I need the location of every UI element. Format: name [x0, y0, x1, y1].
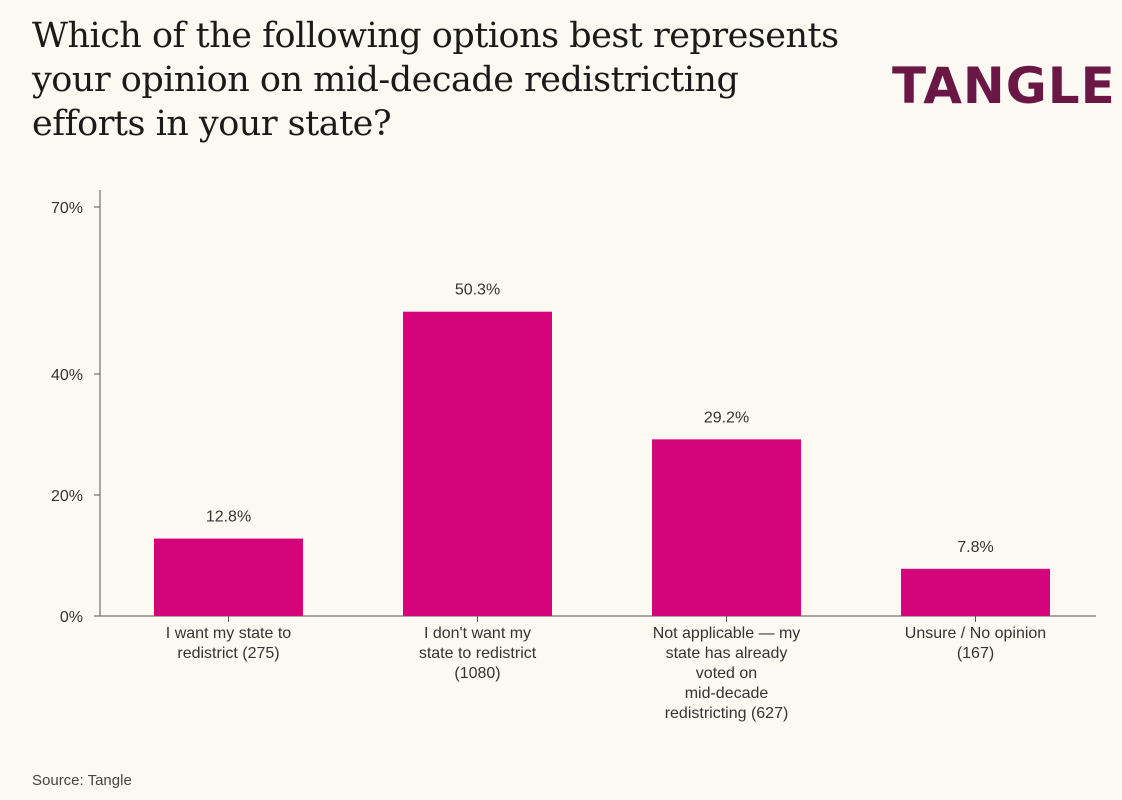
x-tick-label: I want my state to: [166, 625, 291, 642]
x-tick-label: voted on: [696, 665, 757, 682]
bar-value-label: 12.8%: [206, 509, 251, 526]
source-note: Source: Tangle: [32, 772, 132, 789]
x-tick-label: (1080): [454, 665, 500, 682]
x-tick-label: state has already: [666, 645, 788, 662]
y-tick-label: 0%: [60, 609, 83, 626]
y-tick-label: 70%: [51, 200, 83, 217]
bar: [652, 439, 801, 616]
x-tick-label: Not applicable — my: [653, 625, 801, 642]
chart-title: Which of the following options best repr…: [32, 16, 839, 144]
x-tick-label: I don't want my: [424, 625, 531, 642]
x-tick-label: state to redistrict: [419, 645, 537, 662]
bar: [154, 538, 303, 616]
bar: [403, 311, 552, 616]
y-tick-label: 40%: [51, 367, 83, 384]
y-tick-label: 20%: [51, 488, 83, 505]
x-tick-label: redistrict (275): [177, 645, 279, 662]
bar-value-label: 50.3%: [455, 282, 500, 299]
bar: [901, 568, 1050, 616]
tangle-logo: TANGLE: [892, 57, 1116, 115]
x-tick-label: mid-decade: [685, 685, 769, 702]
x-tick-label: (167): [957, 645, 994, 662]
x-tick-label: Unsure / No opinion: [905, 625, 1046, 642]
bar-value-label: 29.2%: [704, 409, 749, 426]
x-tick-label: redistricting (627): [665, 705, 789, 722]
bar-value-label: 7.8%: [957, 539, 993, 556]
